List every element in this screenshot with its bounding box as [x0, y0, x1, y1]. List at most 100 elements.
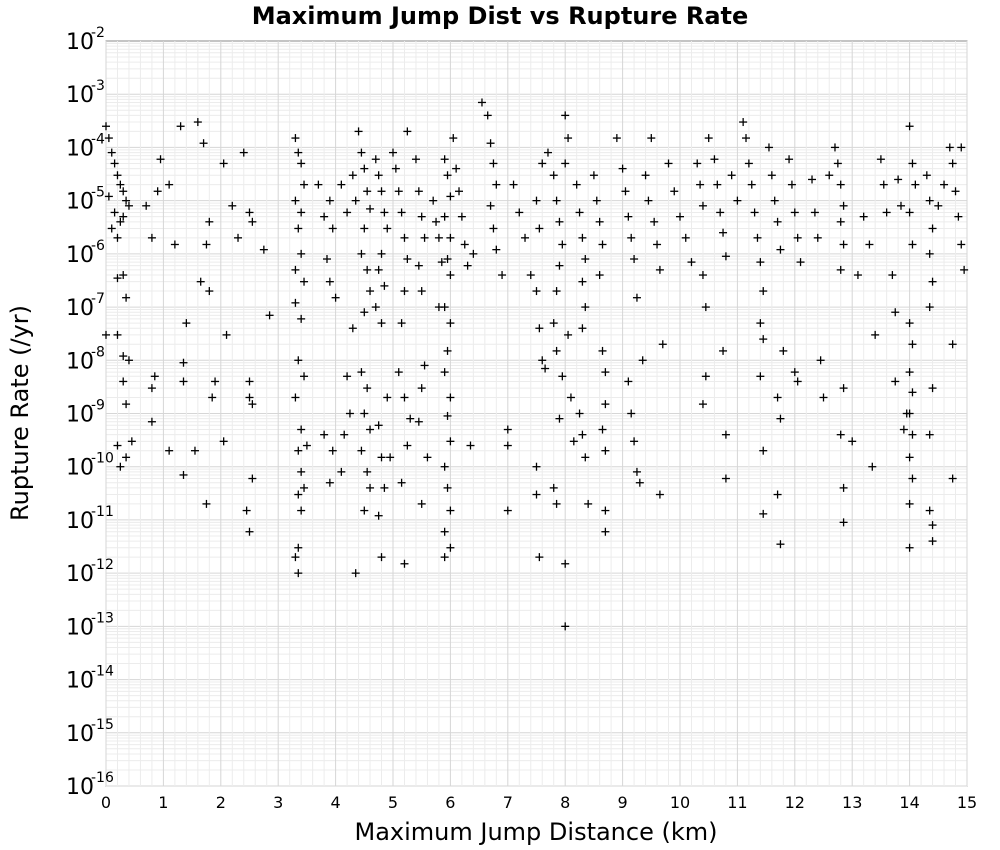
data-point: [635, 478, 644, 487]
data-point: [423, 453, 432, 462]
data-point: [865, 240, 874, 249]
data-point: [566, 393, 575, 402]
data-point: [147, 417, 156, 426]
data-point: [417, 212, 426, 221]
data-point: [693, 159, 702, 168]
svg-text:10: 10: [66, 562, 94, 587]
svg-text:-5: -5: [91, 185, 105, 201]
data-point: [211, 377, 220, 386]
data-point: [363, 384, 372, 393]
data-point: [239, 148, 248, 157]
data-point: [377, 249, 386, 258]
data-point: [147, 384, 156, 393]
data-point: [265, 311, 274, 320]
data-point: [325, 196, 334, 205]
data-point: [391, 164, 400, 173]
data-point: [727, 171, 736, 180]
data-point: [406, 414, 415, 423]
data-point: [291, 393, 300, 402]
data-point: [882, 208, 891, 217]
data-point: [928, 384, 937, 393]
y-tick-label: 10-8: [66, 344, 105, 374]
data-point: [721, 252, 730, 261]
data-point: [228, 201, 237, 210]
data-point: [400, 287, 409, 296]
data-point: [446, 506, 455, 515]
data-point: [403, 441, 412, 450]
data-point: [477, 98, 486, 107]
x-tick-label: 3: [273, 793, 283, 812]
data-point: [612, 134, 621, 143]
data-point: [297, 208, 306, 217]
data-point: [208, 393, 217, 402]
svg-text:-12: -12: [91, 557, 114, 573]
data-point: [371, 303, 380, 312]
data-point: [905, 368, 914, 377]
data-point: [446, 437, 455, 446]
data-point: [793, 233, 802, 242]
svg-text:10: 10: [66, 669, 94, 694]
data-point: [552, 287, 561, 296]
data-point: [122, 453, 131, 462]
data-point: [564, 134, 573, 143]
data-point: [414, 187, 423, 196]
data-point: [357, 368, 366, 377]
svg-text:10: 10: [66, 509, 94, 534]
data-point: [124, 201, 133, 210]
data-point: [434, 233, 443, 242]
data-point: [564, 330, 573, 339]
data-point: [535, 553, 544, 562]
svg-text:-16: -16: [91, 770, 114, 786]
data-point: [366, 425, 375, 434]
data-point: [440, 462, 449, 471]
data-point: [116, 180, 125, 189]
data-point: [420, 361, 429, 370]
data-point: [538, 356, 547, 365]
y-tick-label: 10-16: [66, 770, 114, 800]
data-point: [403, 255, 412, 264]
data-point: [440, 303, 449, 312]
data-point: [122, 400, 131, 409]
data-point: [102, 122, 110, 131]
data-point: [357, 249, 366, 258]
data-point: [294, 356, 303, 365]
data-point: [357, 148, 366, 157]
data-point: [383, 224, 392, 233]
svg-text:-4: -4: [91, 131, 105, 147]
data-point: [581, 453, 590, 462]
data-point: [205, 217, 214, 226]
data-point: [555, 217, 564, 226]
data-point: [345, 409, 354, 418]
data-point: [750, 208, 759, 217]
data-point: [331, 293, 340, 302]
data-point: [624, 377, 633, 386]
data-point: [104, 134, 113, 143]
svg-text:-15: -15: [91, 717, 114, 733]
x-tick-label: 14: [899, 793, 919, 812]
chart-title: Maximum Jump Dist vs Rupture Rate: [252, 2, 749, 30]
data-point: [219, 437, 228, 446]
data-point: [386, 453, 395, 462]
data-point: [113, 171, 122, 180]
data-point: [543, 148, 552, 157]
svg-text:10: 10: [66, 243, 94, 268]
data-point: [905, 319, 914, 328]
data-point: [779, 346, 788, 355]
data-point: [245, 208, 254, 217]
data-point: [325, 478, 334, 487]
svg-text:10: 10: [66, 615, 94, 640]
data-point: [810, 208, 819, 217]
data-point: [343, 372, 352, 381]
data-point: [337, 467, 346, 476]
data-point: [744, 159, 753, 168]
data-point: [322, 255, 331, 264]
data-point: [549, 319, 558, 328]
svg-text:10: 10: [66, 775, 94, 800]
data-point: [440, 553, 449, 562]
data-point: [747, 180, 756, 189]
data-point: [934, 201, 943, 210]
data-point: [377, 553, 386, 562]
data-point: [621, 187, 630, 196]
data-point: [790, 208, 799, 217]
data-point: [193, 118, 202, 127]
